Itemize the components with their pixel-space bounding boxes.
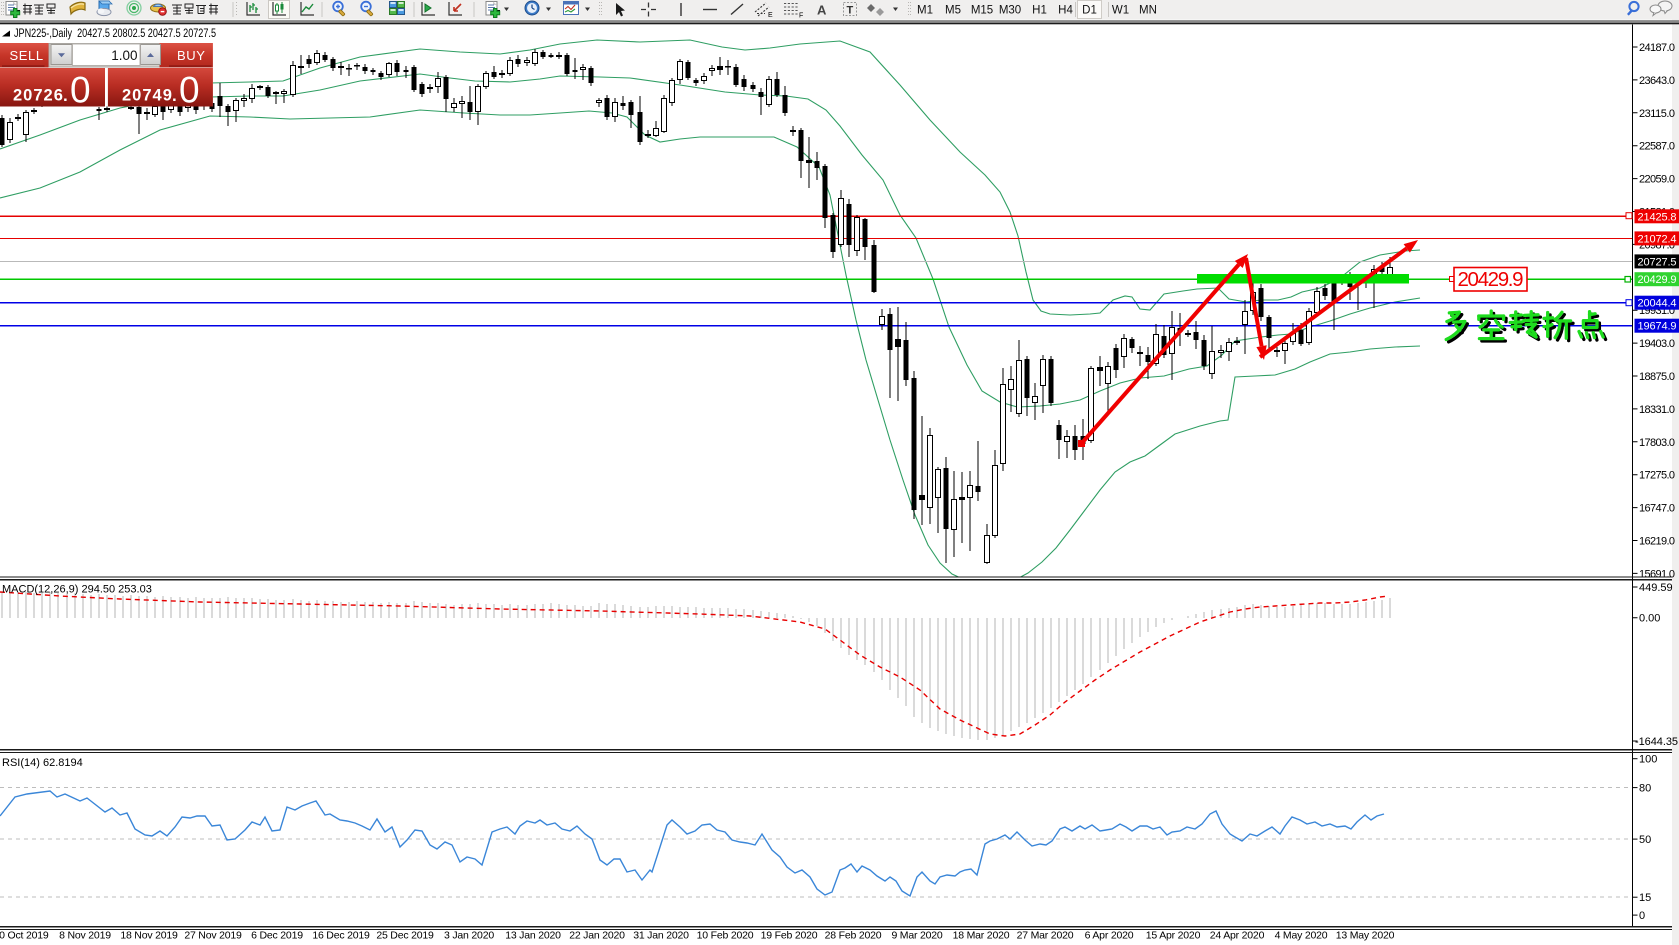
svg-text:.: .	[63, 86, 68, 105]
svg-text:24187.0: 24187.0	[1639, 42, 1675, 54]
svg-text:18 Nov 2019: 18 Nov 2019	[120, 930, 178, 942]
svg-text:E: E	[768, 12, 773, 19]
svg-text:F: F	[799, 13, 803, 20]
svg-text:JPN225-,Daily 20427.5 20802.5: JPN225-,Daily 20427.5 20802.5 20427.5 20…	[14, 28, 216, 40]
svg-text:16747.0: 16747.0	[1639, 503, 1675, 515]
svg-text:22587.0: 22587.0	[1639, 141, 1675, 153]
svg-text:16219.0: 16219.0	[1639, 536, 1675, 548]
svg-text:13 May 2020: 13 May 2020	[1336, 930, 1395, 942]
svg-text:20429.9: 20429.9	[1458, 268, 1524, 291]
svg-text:18875.0: 18875.0	[1639, 371, 1675, 383]
svg-text:3 Jan 2020: 3 Jan 2020	[444, 930, 494, 942]
svg-text:MN: MN	[1139, 5, 1157, 17]
svg-text:15 Apr 2020: 15 Apr 2020	[1146, 930, 1201, 942]
svg-text:H1: H1	[1032, 5, 1047, 17]
svg-text:9 Mar 2020: 9 Mar 2020	[891, 930, 942, 942]
svg-text:6 Apr 2020: 6 Apr 2020	[1085, 930, 1134, 942]
svg-text:M5: M5	[945, 5, 961, 17]
svg-text:20726: 20726	[13, 87, 64, 105]
svg-text:21072.4: 21072.4	[1638, 233, 1677, 245]
svg-text:RSI(14) 62.8194: RSI(14) 62.8194	[2, 757, 83, 769]
svg-text:M1: M1	[917, 5, 933, 17]
svg-text:20044.4: 20044.4	[1638, 298, 1677, 310]
svg-text:30 Oct 2019: 30 Oct 2019	[0, 930, 49, 942]
svg-text:W1: W1	[1112, 5, 1129, 17]
svg-text:27 Nov 2019: 27 Nov 2019	[184, 930, 242, 942]
svg-text:8 Nov 2019: 8 Nov 2019	[59, 930, 111, 942]
svg-text:25 Dec 2019: 25 Dec 2019	[376, 930, 434, 942]
svg-text:-1644.35: -1644.35	[1635, 736, 1678, 748]
svg-text:27 Mar 2020: 27 Mar 2020	[1017, 930, 1074, 942]
svg-text:H4: H4	[1058, 5, 1073, 17]
svg-text:13 Jan 2020: 13 Jan 2020	[505, 930, 561, 942]
svg-text:28 Feb 2020: 28 Feb 2020	[825, 930, 882, 942]
svg-text:MACD(12,26,9) 294.50 253.03: MACD(12,26,9) 294.50 253.03	[2, 584, 152, 596]
svg-text:17275.0: 17275.0	[1639, 470, 1675, 482]
svg-text:31 Jan 2020: 31 Jan 2020	[633, 930, 689, 942]
svg-text:BUY: BUY	[177, 48, 206, 63]
svg-text:23115.0: 23115.0	[1639, 108, 1675, 120]
svg-text:20429.9: 20429.9	[1638, 274, 1677, 286]
svg-text:23643.0: 23643.0	[1639, 75, 1675, 87]
svg-text:20749: 20749	[122, 87, 173, 105]
svg-text:22 Jan 2020: 22 Jan 2020	[569, 930, 625, 942]
svg-text:449.59: 449.59	[1639, 582, 1673, 594]
svg-text:10 Feb 2020: 10 Feb 2020	[697, 930, 754, 942]
svg-text:18331.0: 18331.0	[1639, 404, 1675, 416]
svg-text:20727.5: 20727.5	[1638, 256, 1677, 268]
svg-text:19674.9: 19674.9	[1638, 321, 1677, 333]
svg-text:24 Apr 2020: 24 Apr 2020	[1210, 930, 1265, 942]
svg-text:A: A	[817, 3, 827, 18]
svg-text:19403.0: 19403.0	[1639, 338, 1675, 350]
svg-text:18 Mar 2020: 18 Mar 2020	[953, 930, 1010, 942]
svg-text:0: 0	[1639, 910, 1645, 922]
svg-text:16 Dec 2019: 16 Dec 2019	[312, 930, 370, 942]
svg-text:100: 100	[1639, 754, 1657, 766]
svg-text:50: 50	[1639, 834, 1651, 846]
svg-text:.: .	[172, 86, 177, 105]
svg-text:SELL: SELL	[10, 48, 44, 63]
svg-text:15: 15	[1639, 892, 1651, 904]
svg-text:80: 80	[1639, 783, 1651, 795]
svg-text:0: 0	[179, 70, 200, 111]
svg-text:21425.8: 21425.8	[1638, 211, 1677, 223]
svg-text:T: T	[847, 5, 854, 17]
svg-text:6 Dec 2019: 6 Dec 2019	[251, 930, 303, 942]
svg-text:4 May 2020: 4 May 2020	[1275, 930, 1328, 942]
svg-text:19 Feb 2020: 19 Feb 2020	[761, 930, 818, 942]
svg-text:0: 0	[70, 70, 91, 111]
svg-text:17803.0: 17803.0	[1639, 437, 1675, 449]
svg-text:D1: D1	[1082, 5, 1097, 17]
svg-text:15691.0: 15691.0	[1639, 568, 1675, 580]
svg-text:1.00: 1.00	[111, 48, 137, 63]
svg-text:M15: M15	[971, 5, 993, 17]
svg-text:0.00: 0.00	[1639, 613, 1660, 625]
svg-text:22059.0: 22059.0	[1639, 174, 1675, 186]
svg-text:M30: M30	[999, 5, 1021, 17]
